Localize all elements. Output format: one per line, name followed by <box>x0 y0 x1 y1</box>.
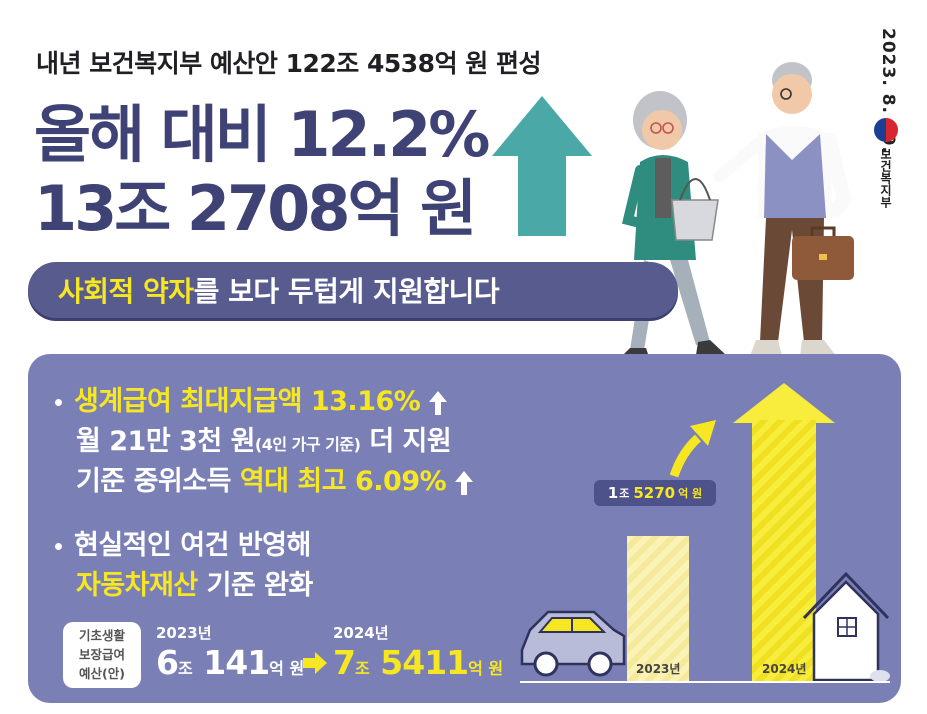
amount-unit: 조 <box>354 659 370 678</box>
livelihood-benefit-highlight: 생계급여 최대지급액 13.16% <box>74 386 421 417</box>
median-income-text: 기준 중위소득 <box>76 466 240 497</box>
bullet2-line2: 자동차재산 기준 완화 <box>76 572 313 599</box>
family-basis-note: (4인 가구 기준) <box>254 435 361 454</box>
bullet-dot <box>55 543 62 550</box>
amount-2024: 7조 5411억 원 <box>333 646 503 679</box>
bullet1-line3: 기준 중위소득 역대 최고 6.09% <box>76 466 474 497</box>
bullet1-line2: 월 21만 3천 원(4인 가구 기준) 더 지원 <box>76 426 452 457</box>
headline-line1: 올해 대비 12.2% <box>34 98 490 171</box>
increase-trillion: 1 <box>607 484 619 502</box>
bar-label-2023: 2023년 <box>636 662 681 676</box>
increase-tag: 1 조 5270 억 원 <box>594 480 716 506</box>
year-2023-label: 2023년 <box>156 624 212 642</box>
amount-2023-trillion: 6 <box>156 643 179 682</box>
ground-line <box>520 681 890 683</box>
slogan-banner: 사회적 약자 를 보다 두텁게 지원합니다 <box>28 262 678 318</box>
increase-billion: 5270 <box>633 484 676 502</box>
amount-2023-billion: 141 <box>203 643 270 682</box>
bar-2024-arrowhead <box>733 383 835 423</box>
increase-unit: 조 <box>619 487 630 500</box>
bullet-dot <box>55 399 62 406</box>
amount-unit: 조 <box>177 659 193 678</box>
house-illustration <box>802 571 890 682</box>
headline-line2: 13조 2708억 원 <box>34 172 477 245</box>
record-high-highlight: 역대 최고 6.09% <box>239 466 447 497</box>
slogan-highlight: 사회적 약자 <box>58 275 194 308</box>
bullet2-line1: 현실적인 여건 반영해 <box>74 530 311 561</box>
year-2024-label: 2024년 <box>333 624 389 642</box>
amount-2023: 6조 141억 원 <box>156 646 304 679</box>
ministry-name: 보건복지부 <box>878 148 893 208</box>
bar-2024 <box>752 420 816 681</box>
more-support-text: 더 지원 <box>360 426 452 457</box>
ministry-logo: 보건복지부 <box>870 118 902 208</box>
bar-label-2024: 2024년 <box>762 662 807 676</box>
budget-label-line: 기초생활 <box>78 628 125 643</box>
amount-2024-trillion: 7 <box>333 643 356 682</box>
elderly-couple-illustration <box>620 62 854 360</box>
car-illustration <box>520 610 626 677</box>
amount-unit: 억 원 <box>468 659 504 678</box>
budget-label-box: 기초생활 보장급여 예산(안) <box>63 622 141 688</box>
amount-2024-billion: 5411 <box>380 643 469 682</box>
slogan-rest: 를 보다 두텁게 지원합니다 <box>193 275 500 308</box>
car-asset-highlight: 자동차재산 <box>76 570 198 601</box>
monthly-amount-text: 월 21만 3천 원 <box>76 426 255 457</box>
criteria-relief-text: 기준 완화 <box>197 570 314 601</box>
budget-label-line: 보장급여 <box>78 647 125 662</box>
up-arrow-icon <box>455 470 474 495</box>
right-arrow-icon <box>303 652 327 674</box>
taegeuk-logo-icon <box>874 118 898 142</box>
up-arrow-icon <box>492 96 592 236</box>
bullet1-line1: 생계급여 최대지급액 13.16% <box>74 386 448 417</box>
bar-2023 <box>627 536 689 681</box>
amount-unit: 억 원 <box>269 659 305 678</box>
curved-up-arrow-icon <box>669 420 716 478</box>
budget-label-line: 예산(안) <box>79 666 125 681</box>
increase-unit: 억 원 <box>678 487 703 500</box>
subtitle: 내년 보건복지부 예산안 122조 4538억 원 편성 <box>36 49 542 78</box>
up-arrow-icon <box>429 390 448 415</box>
